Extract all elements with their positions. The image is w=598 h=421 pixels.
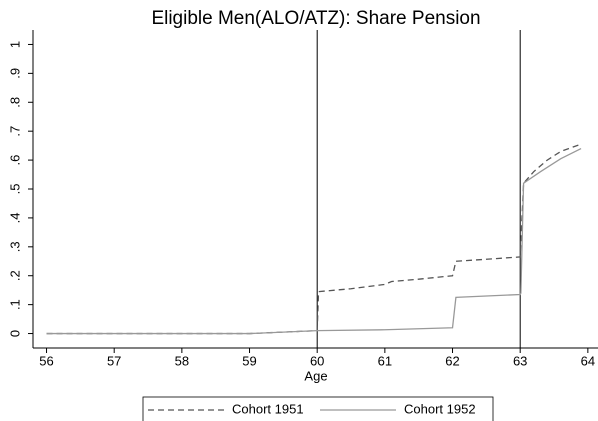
x-tick-label: 58	[175, 353, 189, 368]
x-tick-label: 62	[445, 353, 459, 368]
x-tick-label: 56	[39, 353, 53, 368]
x-tick-label: 60	[310, 353, 324, 368]
y-tick-label: .6	[7, 155, 22, 166]
y-tick-label: .2	[7, 270, 22, 281]
chart-title: Eligible Men(ALO/ATZ): Share Pension	[151, 8, 480, 29]
legend-box	[142, 396, 494, 421]
y-tick-label: .8	[7, 97, 22, 108]
x-tick-label: 64	[581, 353, 595, 368]
x-tick-label: 59	[242, 353, 256, 368]
x-axis-label: Age	[304, 368, 327, 383]
x-tick-label: 63	[513, 353, 527, 368]
legend-label: Cohort 1952	[404, 401, 476, 416]
y-tick-label: .9	[7, 68, 22, 79]
y-tick-label: .1	[7, 299, 22, 310]
x-tick-label: 61	[378, 353, 392, 368]
series-line	[46, 143, 582, 335]
x-tick-label: 57	[107, 353, 121, 368]
series-line	[46, 147, 582, 335]
y-tick-label: 1	[7, 41, 22, 48]
y-tick-label: .5	[7, 184, 22, 195]
y-tick-label: .3	[7, 241, 22, 252]
y-tick-label: .4	[7, 212, 22, 223]
legend-label: Cohort 1951	[232, 401, 304, 416]
y-tick-label: 0	[7, 330, 22, 337]
y-tick-label: .7	[7, 126, 22, 137]
